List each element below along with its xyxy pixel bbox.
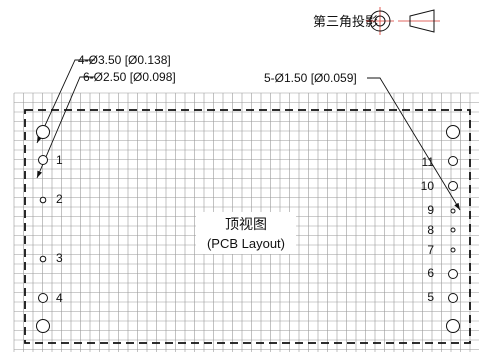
pin-label-8: 8 xyxy=(427,223,434,237)
pin-label-3: 3 xyxy=(56,251,63,265)
callout-hole-3p50: 4-Ø3.50 [Ø0.138] xyxy=(78,53,171,67)
board-outline-dashed xyxy=(24,109,471,344)
third-angle-projection-icon xyxy=(366,7,440,35)
projection-symbol: 第三角投影 xyxy=(313,7,440,35)
grid xyxy=(13,92,479,352)
hole-pin-7 xyxy=(450,247,456,253)
pin-label-7: 7 xyxy=(427,243,434,257)
hole-pin-10 xyxy=(448,181,458,191)
mounting-hole xyxy=(446,319,460,333)
pin-label-11: 11 xyxy=(422,155,435,169)
view-title: 顶视图 xyxy=(225,217,267,233)
hole-pin-2 xyxy=(39,196,47,204)
hole-pin-5 xyxy=(448,293,458,303)
leader-lines xyxy=(36,59,461,211)
pin-label-2: 2 xyxy=(56,192,63,206)
view-subtitle: (PCB Layout) xyxy=(207,236,285,251)
pin-label-6: 6 xyxy=(427,266,434,280)
pin-label-4: 4 xyxy=(56,291,63,305)
mounting-hole xyxy=(446,125,460,139)
pin-label-1: 1 xyxy=(56,153,63,167)
left-pin-labels: 1 2 3 4 xyxy=(56,153,63,305)
callout-hole-1p50: 5-Ø1.50 [Ø0.059] xyxy=(264,71,357,85)
right-holes xyxy=(446,125,460,333)
callout-hole-2p50: 6-Ø2.50 [Ø0.098] xyxy=(83,70,176,84)
hole-pin-11 xyxy=(448,156,458,166)
hole-pin-4 xyxy=(38,293,48,303)
hole-pin-9 xyxy=(450,208,456,214)
pin-label-10: 10 xyxy=(421,179,435,193)
hole-pin-3 xyxy=(39,255,47,263)
view-title-background xyxy=(196,212,296,254)
hole-pin-1 xyxy=(38,155,48,165)
hole-pin-8 xyxy=(450,227,456,233)
pin-label-5: 5 xyxy=(427,290,434,304)
left-holes xyxy=(36,125,50,333)
mounting-hole xyxy=(36,125,50,139)
projection-label: 第三角投影 xyxy=(313,14,378,30)
view-title-block: 顶视图 (PCB Layout) xyxy=(196,212,296,254)
right-pin-labels: 11 10 9 8 7 6 5 xyxy=(421,155,435,304)
mounting-hole xyxy=(36,319,50,333)
hole-pin-6 xyxy=(448,269,458,279)
pin-label-9: 9 xyxy=(427,203,434,217)
